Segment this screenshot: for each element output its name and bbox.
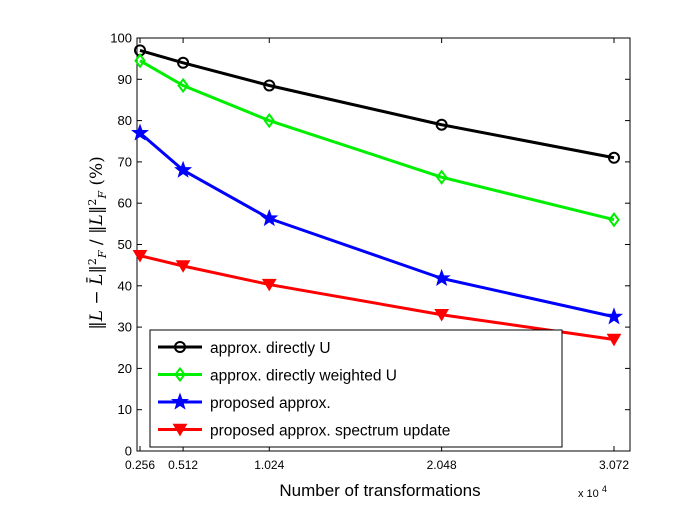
- data-point-2-4: [604, 307, 624, 325]
- y-tick-label: 30: [118, 320, 132, 335]
- data-point-0-1: [177, 56, 190, 69]
- data-point-1-2: [263, 112, 276, 129]
- data-point-3-4: [606, 333, 622, 347]
- y-axis-label: ‖L − L̄‖2F / ‖L‖2F (%): [85, 156, 109, 330]
- y-tick-label: 50: [118, 237, 132, 252]
- data-point-1-1: [177, 77, 189, 94]
- legend-marker-0: [174, 341, 186, 353]
- series-line-2: [139, 131, 615, 319]
- data-point-1-4: [608, 212, 620, 228]
- data-point-2-0: [130, 123, 150, 141]
- legend: approx. directly U approx. directly weigh…: [149, 329, 563, 448]
- y-tick-label: 0: [125, 444, 132, 459]
- data-point-3-2: [261, 278, 277, 292]
- data-point-3-3: [434, 309, 450, 322]
- data-point-2-1: [174, 160, 193, 178]
- y-tick-label: 60: [118, 196, 132, 211]
- legend-box: [149, 329, 563, 448]
- series-line-0: [139, 48, 615, 160]
- data-point-2-3: [432, 268, 451, 287]
- legend-marker-1: [174, 366, 186, 383]
- x-tick-label: 1.024: [254, 458, 284, 472]
- x-axis-multiplier: x 10 4: [578, 484, 607, 500]
- x-tick-label: 3.072: [599, 458, 629, 472]
- plot-area: 0 10 20 30 40 50 60 70 80 90 100 0.256 0.512 1.024 2.0…: [110, 31, 631, 472]
- legend-entry-label: proposed approx. spectrum update: [210, 423, 450, 440]
- y-tick-label: 90: [118, 72, 132, 87]
- data-point-0-2: [263, 79, 276, 92]
- legend-entry-label: approx. directly weighted U: [210, 368, 397, 385]
- y-tick-label: 10: [118, 402, 132, 417]
- data-point-2-2: [260, 209, 279, 227]
- legend-marker-3: [172, 423, 188, 437]
- y-tick-label: 70: [118, 154, 132, 169]
- series-line-1: [139, 59, 615, 222]
- legend-entry-label: proposed approx.: [210, 395, 331, 412]
- legend-entry-label: approx. directly U: [210, 340, 331, 357]
- x-tick-label: 0.512: [168, 458, 198, 472]
- y-tick-label: 40: [118, 278, 132, 293]
- series-line-3: [139, 254, 615, 341]
- data-point-3-1: [175, 260, 191, 273]
- x-axis-label: Number of transformations: [279, 481, 480, 500]
- y-tick-label: 80: [118, 113, 132, 128]
- x-tick-label: 2.048: [427, 458, 457, 472]
- y-tick-label: 20: [118, 361, 132, 376]
- data-point-0-3: [435, 118, 448, 131]
- x-axis-multiplier-exponent: 4: [602, 484, 607, 494]
- data-point-3-0: [132, 249, 148, 263]
- x-axis-multiplier-base: x 10: [578, 488, 599, 500]
- data-point-0-4: [608, 151, 620, 164]
- data-point-1-3: [435, 169, 448, 185]
- y-tick-label: 100: [110, 31, 132, 46]
- x-tick-label: 0.256: [125, 458, 155, 472]
- legend-marker-2: [170, 392, 190, 410]
- data-point-1-0: [134, 53, 146, 69]
